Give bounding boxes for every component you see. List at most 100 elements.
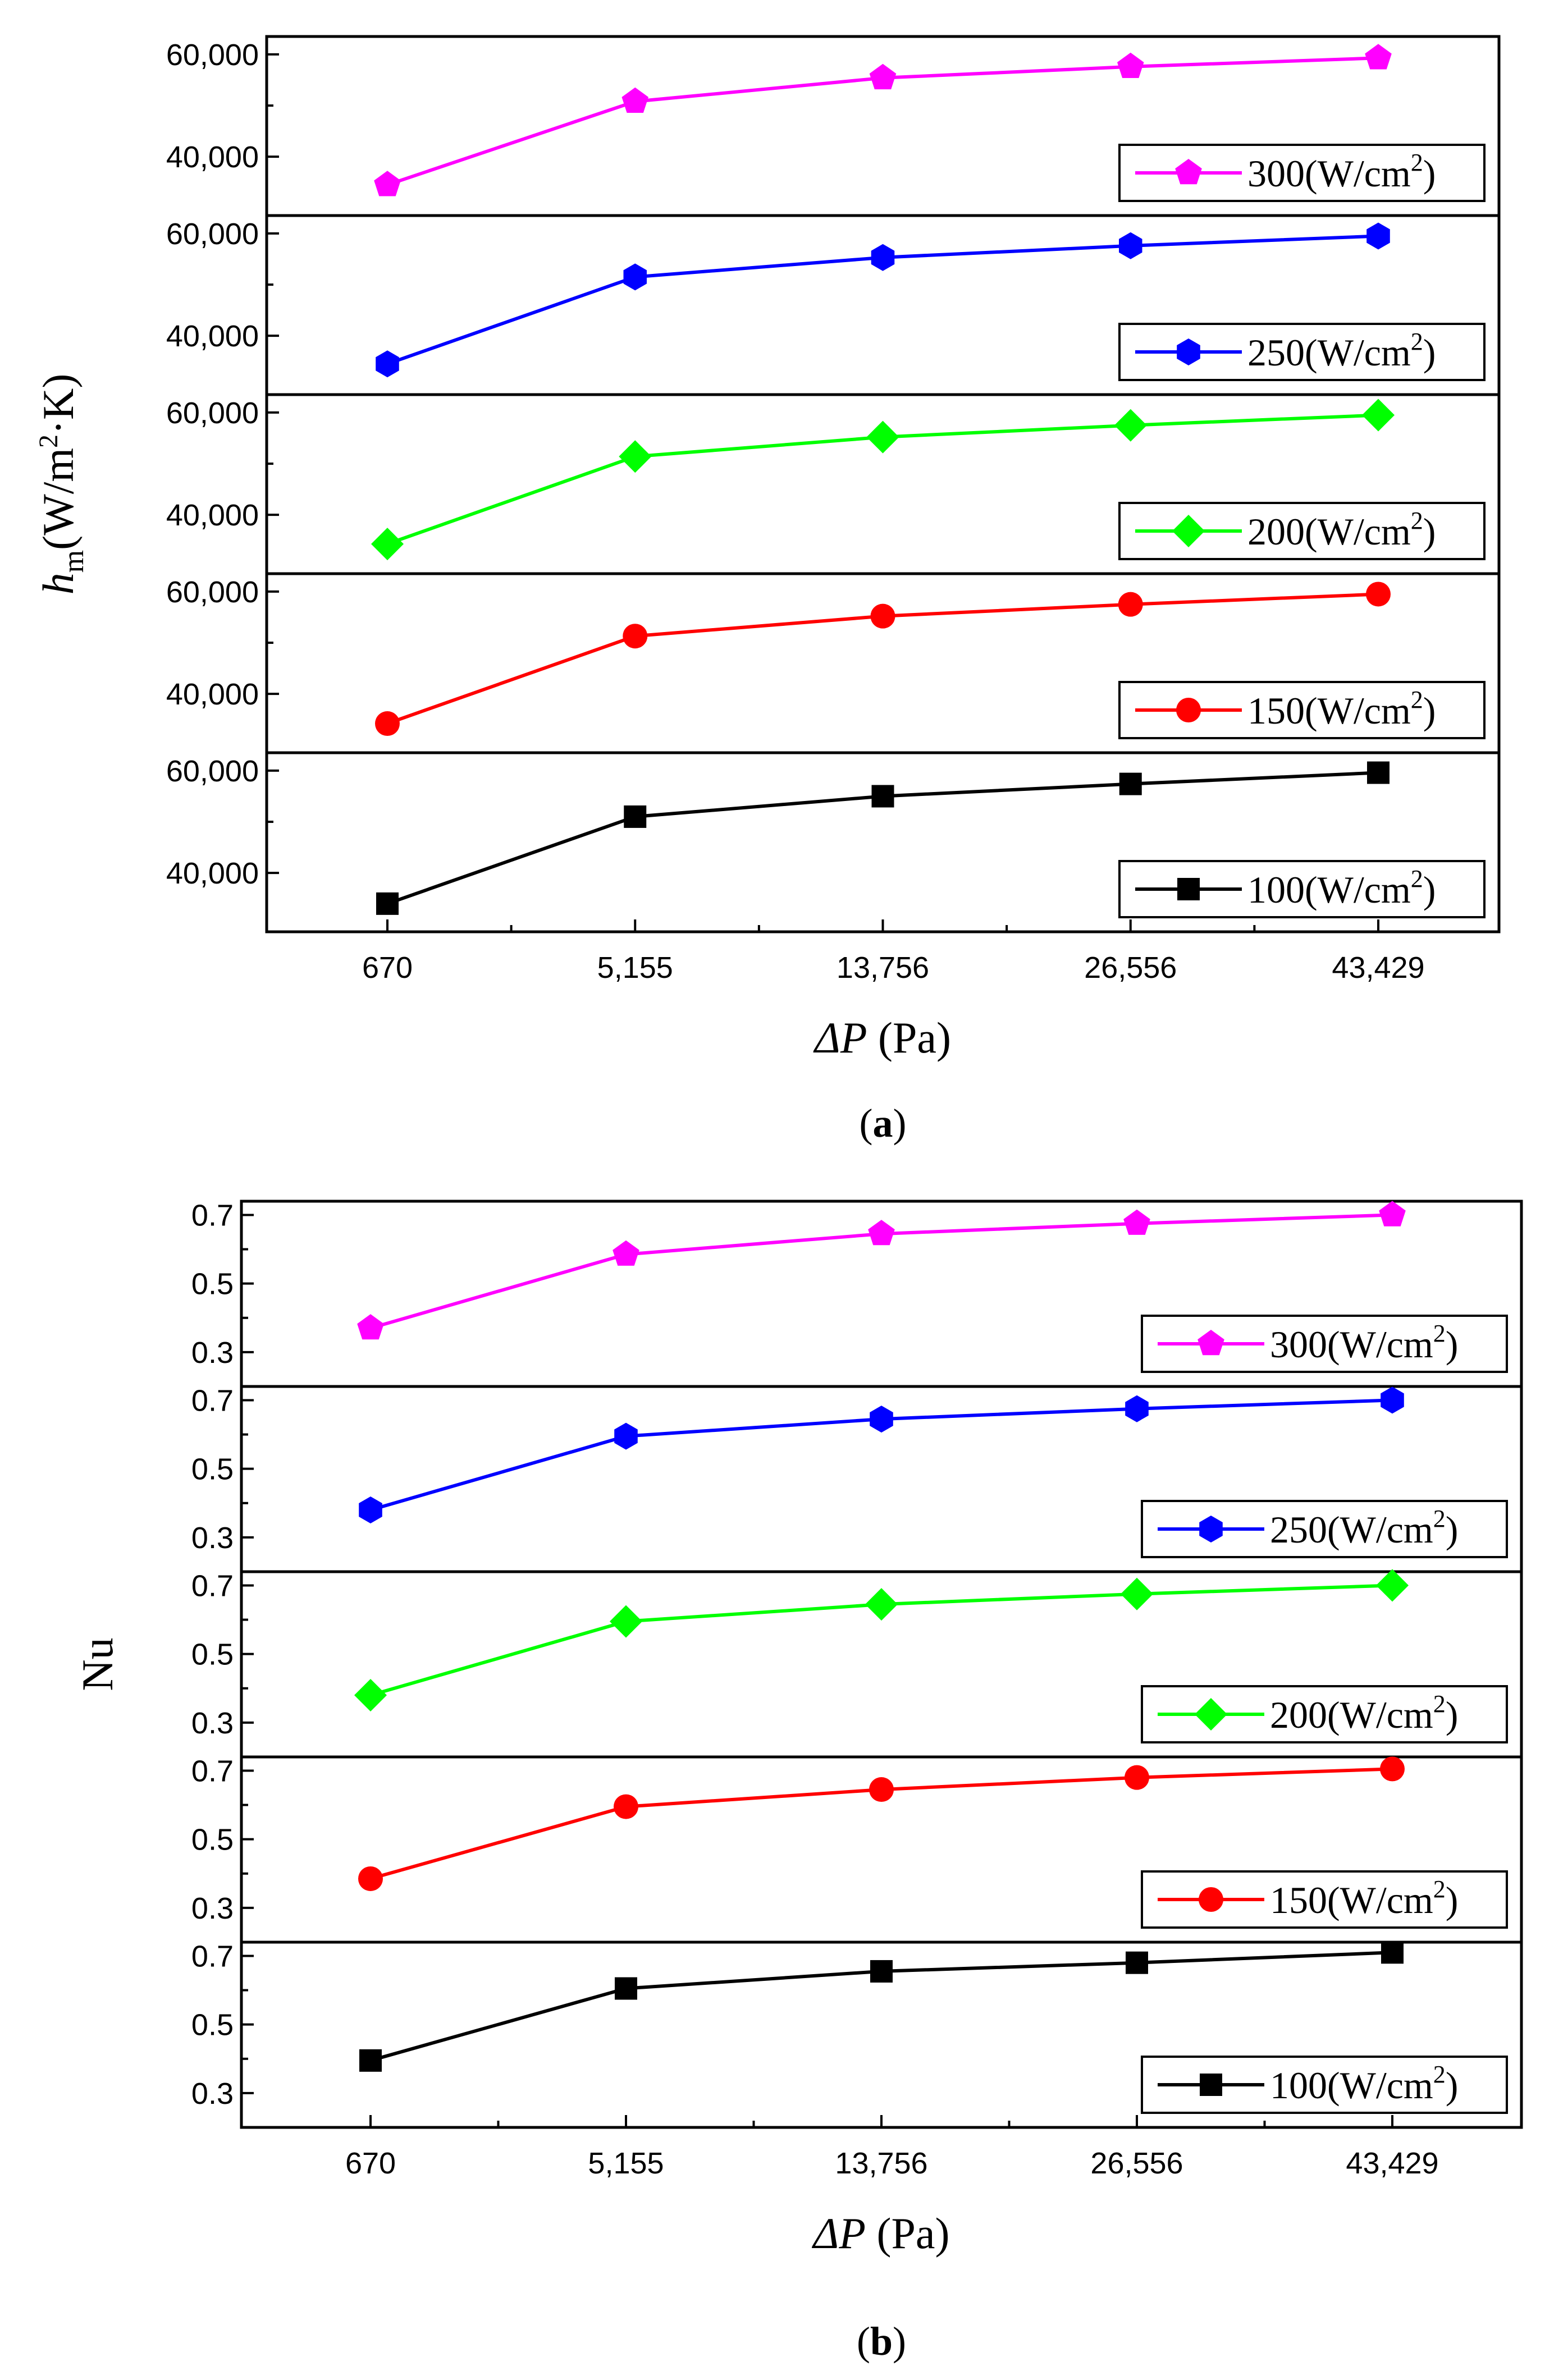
data-point-150: [358, 1866, 383, 1891]
legend-label: 100(W/cm2): [1270, 2061, 1458, 2107]
y-tick-label: 40,000: [166, 319, 259, 353]
legend-label: 200(W/cm2): [1270, 1690, 1458, 1736]
data-point-100: [359, 2049, 382, 2072]
x-tick-label: 5,155: [588, 2146, 664, 2180]
x-axis-title: ΔP (Pa): [812, 2209, 950, 2258]
panel-300: 40,000 60,000 300(W/cm2): [166, 35, 1501, 217]
data-point-200: [865, 1588, 898, 1621]
data-point-300: [374, 171, 401, 196]
y-tick-label: 0.3: [191, 1336, 234, 1370]
data-point-200: [371, 528, 404, 561]
legend-label: 250(W/cm2): [1270, 1505, 1458, 1551]
data-point-200: [619, 440, 652, 473]
x-tick-label: 43,429: [1332, 951, 1424, 985]
data-point-300: [1379, 1201, 1406, 1226]
legend-marker-100: [1200, 2074, 1222, 2096]
data-point-150: [870, 603, 895, 629]
chart-a: 40,000 60,000 300(W/cm2) 40,000 60,000 250(W/…: [34, 35, 1501, 1146]
data-point-300: [613, 1240, 639, 1266]
data-point-100: [376, 892, 399, 915]
legend-marker-300: [1198, 1330, 1224, 1356]
legend-marker-150: [1199, 1887, 1223, 1912]
y-tick-label: 0.3: [191, 2077, 234, 2111]
y-tick-label: 40,000: [166, 140, 259, 174]
legend-label: 250(W/cm2): [1247, 328, 1436, 374]
y-tick-label: 0.5: [191, 2008, 234, 2042]
legend-200: 200(W/cm2): [1141, 1685, 1508, 1743]
x-axis-title: ΔP (Pa): [813, 1013, 951, 1062]
data-point-300: [621, 87, 648, 113]
y-axis-title: Nu: [73, 1637, 122, 1691]
y-axis-title: hm(W/m2·K): [34, 374, 90, 595]
figure-caption: (a): [860, 1101, 907, 1146]
data-point-150: [1125, 1765, 1149, 1790]
data-point-250: [871, 244, 895, 271]
data-point-150: [614, 1794, 638, 1819]
panel-150: 40,000 60,000 150(W/cm2): [166, 572, 1501, 754]
data-point-200: [1362, 399, 1395, 432]
data-point-150: [375, 711, 400, 736]
legend-250: 250(W/cm2): [1118, 323, 1486, 381]
y-tick-label: 60,000: [166, 754, 259, 788]
y-tick-label: 0.7: [191, 1939, 234, 1973]
data-point-200: [610, 1605, 642, 1638]
y-tick-label: 0.7: [191, 1569, 234, 1603]
data-point-250: [1125, 1395, 1149, 1422]
legend-marker-200: [1195, 1698, 1227, 1731]
y-tick-label: 0.3: [191, 1892, 234, 1925]
data-point-250: [359, 1496, 382, 1523]
legend-label: 200(W/cm2): [1247, 507, 1436, 553]
y-tick-label: 60,000: [166, 575, 259, 609]
x-tick-label: 43,429: [1346, 2146, 1438, 2180]
legend-marker-250: [1177, 338, 1200, 365]
data-point-100: [870, 1960, 893, 1983]
y-tick-label: 40,000: [166, 498, 259, 532]
data-point-150: [1366, 582, 1391, 607]
data-point-250: [1381, 1386, 1404, 1414]
y-tick-label: 40,000: [166, 678, 259, 711]
panel-200: 40,000 60,000 200(W/cm2): [166, 393, 1501, 575]
data-point-250: [1119, 232, 1142, 259]
legend-label: 100(W/cm2): [1247, 865, 1436, 911]
y-tick-label: 0.3: [191, 1521, 234, 1555]
data-point-100: [1126, 1951, 1148, 1974]
y-tick-label: 0.5: [191, 1267, 234, 1301]
y-tick-label: 0.7: [191, 1384, 234, 1417]
data-point-300: [357, 1314, 384, 1340]
data-point-300: [869, 63, 897, 90]
legend-marker-300: [1175, 159, 1202, 185]
legend-marker-200: [1172, 515, 1205, 547]
data-point-300: [1365, 44, 1392, 70]
x-tick-label: 26,556: [1090, 2146, 1183, 2180]
data-point-100: [1119, 772, 1142, 795]
x-tick-label: 670: [345, 2146, 396, 2180]
panel-250: 40,000 60,000 250(W/cm2): [166, 214, 1501, 396]
figure-caption: (b): [857, 2319, 906, 2364]
x-tick-label: 26,556: [1084, 951, 1177, 985]
x-tick-label: 670: [362, 951, 413, 985]
x-tick-label: 13,756: [835, 2146, 927, 2180]
legend-label: 150(W/cm2): [1247, 686, 1436, 732]
x-tick-label: 5,155: [597, 951, 673, 985]
data-point-150: [1380, 1756, 1405, 1782]
data-point-150: [869, 1777, 894, 1802]
data-point-200: [1121, 1577, 1153, 1610]
data-point-100: [1381, 1941, 1404, 1964]
legend-marker-150: [1176, 698, 1201, 722]
y-tick-label: 0.5: [191, 1453, 234, 1486]
data-point-200: [1376, 1569, 1409, 1602]
y-tick-label: 0.3: [191, 1706, 234, 1740]
legend-200: 200(W/cm2): [1118, 502, 1486, 560]
legend-marker-100: [1177, 878, 1200, 900]
legend-300: 300(W/cm2): [1141, 1315, 1508, 1373]
data-point-300: [1117, 52, 1144, 78]
data-point-250: [614, 1422, 638, 1450]
legend-marker-250: [1199, 1516, 1223, 1543]
data-point-100: [615, 1977, 637, 2000]
data-point-250: [376, 350, 399, 378]
y-tick-label: 0.5: [191, 1823, 234, 1857]
legend-100: 100(W/cm2): [1118, 860, 1486, 918]
data-point-100: [871, 785, 894, 808]
legend-300: 300(W/cm2): [1118, 144, 1486, 202]
